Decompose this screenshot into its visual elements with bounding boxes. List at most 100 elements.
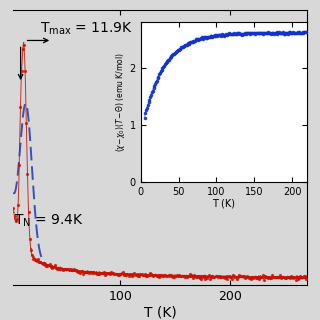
Point — [231, 32, 236, 37]
Point — [239, 274, 244, 279]
Point — [153, 273, 158, 278]
Point — [18, 104, 23, 109]
Point — [78, 270, 83, 275]
Point — [279, 275, 284, 280]
Point — [52, 262, 57, 268]
Point — [193, 38, 198, 44]
Point — [299, 31, 304, 36]
Point — [147, 271, 152, 276]
Point — [251, 276, 256, 281]
Point — [259, 274, 264, 279]
Point — [188, 39, 194, 44]
Point — [100, 270, 105, 276]
Point — [243, 275, 248, 280]
Point — [153, 81, 158, 86]
Point — [95, 271, 100, 276]
Point — [198, 36, 203, 41]
Point — [212, 275, 217, 280]
Point — [216, 32, 221, 37]
Point — [251, 30, 256, 36]
Point — [298, 273, 303, 278]
Point — [69, 267, 75, 272]
Point — [265, 275, 270, 280]
Point — [294, 274, 299, 279]
Point — [282, 275, 287, 280]
Point — [44, 263, 49, 268]
Point — [210, 274, 215, 279]
Point — [156, 275, 162, 280]
Point — [40, 262, 45, 267]
Point — [284, 31, 289, 36]
Point — [280, 30, 285, 36]
Point — [164, 60, 169, 65]
Point — [15, 203, 20, 208]
Point — [214, 33, 220, 38]
Point — [168, 273, 173, 278]
Point — [236, 272, 242, 277]
Point — [293, 30, 298, 35]
Point — [303, 29, 308, 35]
Point — [268, 31, 273, 36]
Point — [126, 274, 131, 279]
Point — [51, 264, 56, 269]
Point — [244, 275, 249, 280]
Point — [246, 275, 251, 280]
Point — [61, 266, 67, 271]
Point — [207, 34, 212, 39]
Point — [141, 273, 147, 278]
Point — [218, 274, 223, 279]
Point — [32, 257, 37, 262]
Point — [272, 274, 277, 279]
Point — [204, 34, 209, 39]
Point — [169, 53, 174, 59]
Point — [54, 267, 60, 272]
Point — [138, 272, 143, 277]
Text: T$_{\mathregular{max}}$ = 11.9K: T$_{\mathregular{max}}$ = 11.9K — [40, 21, 133, 37]
Point — [273, 275, 278, 280]
Point — [268, 275, 273, 280]
Point — [167, 55, 172, 60]
Point — [261, 31, 266, 36]
Point — [167, 273, 172, 278]
Point — [234, 30, 239, 36]
Point — [241, 31, 246, 36]
Point — [144, 108, 149, 113]
Point — [252, 32, 257, 37]
Point — [188, 40, 193, 45]
Point — [37, 260, 42, 265]
Point — [99, 270, 104, 276]
Point — [254, 31, 260, 36]
Point — [148, 94, 153, 100]
Point — [276, 274, 282, 279]
Point — [142, 272, 148, 277]
Point — [302, 30, 308, 35]
Point — [183, 42, 188, 47]
Point — [165, 59, 170, 64]
Point — [300, 275, 305, 280]
Point — [192, 273, 197, 278]
Point — [289, 31, 294, 36]
Point — [176, 48, 181, 53]
Point — [286, 29, 291, 35]
Point — [101, 270, 107, 275]
Point — [237, 31, 243, 36]
Point — [154, 274, 159, 279]
Point — [58, 266, 63, 271]
Point — [120, 269, 125, 275]
Point — [12, 214, 17, 219]
Point — [85, 269, 90, 274]
Point — [228, 31, 234, 36]
Point — [256, 31, 261, 36]
Point — [144, 273, 149, 278]
Point — [165, 273, 170, 278]
Point — [140, 273, 145, 278]
Point — [142, 115, 147, 120]
Point — [159, 68, 164, 73]
Point — [220, 274, 225, 279]
Point — [45, 263, 50, 268]
Point — [304, 30, 309, 35]
Point — [253, 276, 258, 281]
Point — [266, 276, 271, 281]
Point — [73, 268, 78, 273]
Point — [302, 274, 308, 279]
